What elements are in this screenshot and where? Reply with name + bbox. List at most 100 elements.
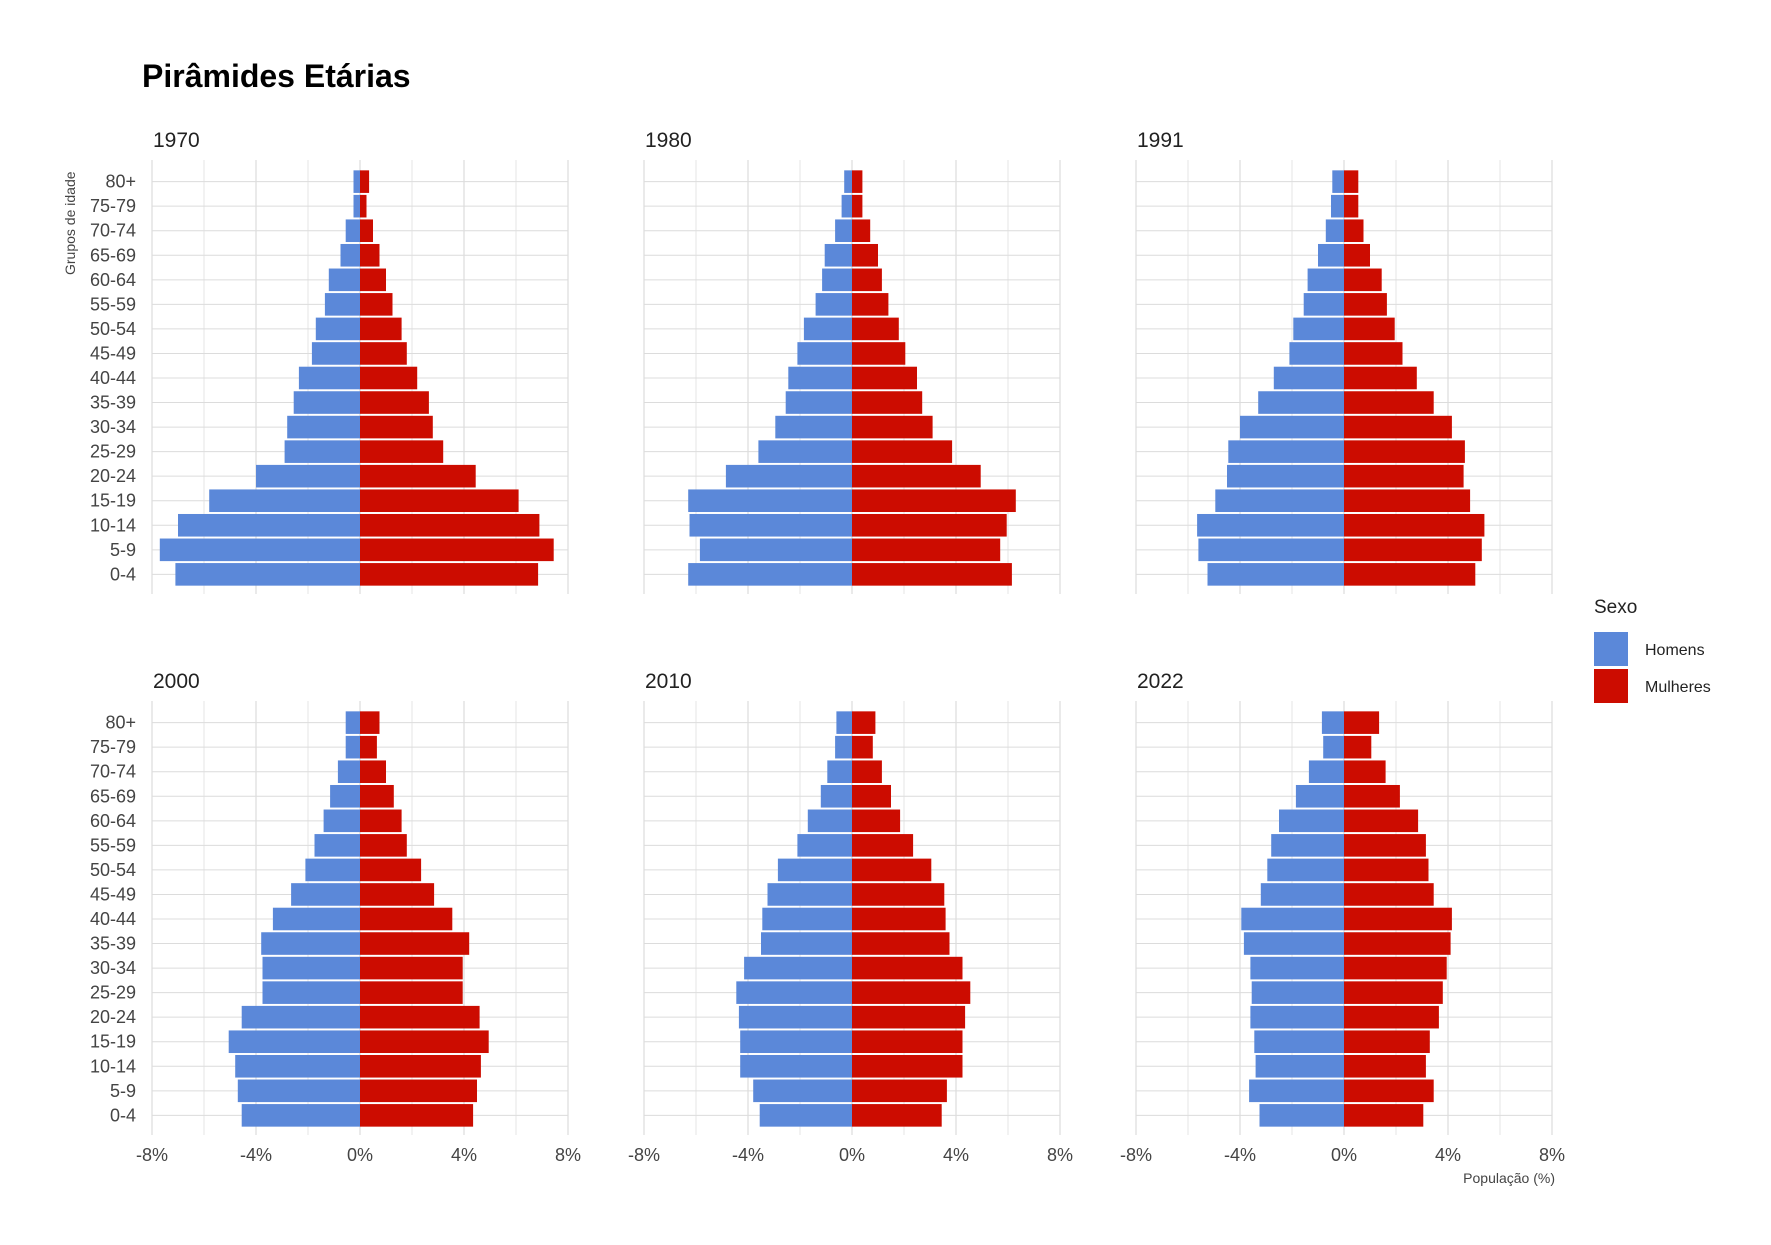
bar-homens-2022-35-39 <box>1243 932 1344 955</box>
bar-homens-1970-10-14 <box>178 513 360 537</box>
bar-homens-2022-15-19 <box>1254 1030 1344 1054</box>
bar-homens-1980-50-54 <box>803 317 852 341</box>
facet-title: 1980 <box>645 129 692 152</box>
bar-homens-2010-45-49 <box>767 883 852 906</box>
x-tick-label: 4% <box>451 1145 477 1165</box>
bar-homens-1970-5-9 <box>159 538 360 562</box>
bar-homens-1970-50-54 <box>315 317 360 341</box>
bar-homens-2000-65-69 <box>330 784 360 808</box>
bar-homens-2000-70-74 <box>337 760 360 784</box>
bar-mulheres-2022-55-59 <box>1344 834 1426 857</box>
y-tick-label: 10-14 <box>90 1056 136 1076</box>
y-tick-label: 80+ <box>105 713 136 733</box>
bar-homens-1980-10-14 <box>689 513 852 537</box>
bar-mulheres-1970-80+ <box>360 170 370 193</box>
bar-mulheres-1980-25-29 <box>852 440 953 463</box>
bar-homens-2000-80+ <box>345 711 360 734</box>
bar-mulheres-2022-20-24 <box>1344 1005 1439 1029</box>
bar-homens-2000-60-64 <box>323 809 360 833</box>
bar-homens-2010-50-54 <box>777 858 852 882</box>
bar-mulheres-2000-50-54 <box>360 858 422 882</box>
bar-mulheres-2022-45-49 <box>1344 883 1434 906</box>
bar-mulheres-2010-35-39 <box>852 932 950 955</box>
y-tick-label: 75-79 <box>90 196 136 216</box>
bar-mulheres-1970-20-24 <box>360 464 476 488</box>
bar-mulheres-2000-75-79 <box>360 735 377 759</box>
x-tick-label: 0% <box>1331 1145 1357 1165</box>
facet-title: 1970 <box>153 129 200 152</box>
bar-mulheres-2022-75-79 <box>1344 735 1372 759</box>
x-tick-label: 8% <box>1047 1145 1073 1165</box>
bar-homens-2022-45-49 <box>1260 883 1344 906</box>
bar-mulheres-2000-5-9 <box>360 1079 477 1103</box>
bar-mulheres-1980-80+ <box>852 170 863 193</box>
y-tick-label: 20-24 <box>90 1007 136 1027</box>
y-tick-label: 50-54 <box>90 319 136 339</box>
bar-mulheres-2022-10-14 <box>1344 1054 1426 1078</box>
y-tick-label: 65-69 <box>90 245 136 265</box>
bar-mulheres-1970-60-64 <box>360 268 386 292</box>
bar-homens-2022-30-34 <box>1250 956 1344 980</box>
bar-homens-2022-75-79 <box>1323 735 1344 759</box>
bar-homens-1980-25-29 <box>758 440 852 463</box>
bar-mulheres-1970-65-69 <box>360 243 380 267</box>
y-tick-label: 60-64 <box>90 270 136 290</box>
bar-mulheres-1980-35-39 <box>852 391 923 414</box>
bar-homens-2000-55-59 <box>314 834 360 857</box>
bar-mulheres-1970-50-54 <box>360 317 402 341</box>
bar-homens-2010-35-39 <box>761 932 852 955</box>
bar-mulheres-2010-40-44 <box>852 907 946 931</box>
bar-homens-2010-20-24 <box>738 1005 852 1029</box>
bar-homens-1980-80+ <box>844 170 852 193</box>
x-tick-label: -4% <box>240 1145 272 1165</box>
bar-mulheres-2000-0-4 <box>360 1104 474 1127</box>
y-tick-label: 25-29 <box>90 442 136 462</box>
bar-mulheres-2022-65-69 <box>1344 784 1400 808</box>
facet-title: 2022 <box>1137 670 1184 693</box>
y-tick-label: 40-44 <box>90 909 136 929</box>
facet-panels: 1970 0-4 5-9 10-14 15-19 20-24 25-29 30-34 35-39… <box>90 129 1565 1165</box>
x-tick-label: -8% <box>628 1145 660 1165</box>
y-tick-label: 30-34 <box>90 958 136 978</box>
y-tick-label: 15-19 <box>90 491 136 511</box>
bar-homens-1980-20-24 <box>725 464 852 488</box>
bar-mulheres-2000-55-59 <box>360 834 407 857</box>
bar-mulheres-2022-30-34 <box>1344 956 1447 980</box>
bar-homens-2010-5-9 <box>753 1079 852 1103</box>
y-tick-label: 20-24 <box>90 466 136 486</box>
bar-homens-2010-30-34 <box>744 956 852 980</box>
bar-homens-2022-5-9 <box>1249 1079 1344 1103</box>
x-axis-label: População (%) <box>1463 1170 1555 1186</box>
bar-homens-2010-40-44 <box>762 907 852 931</box>
legend-label-homens: Homens <box>1645 642 1705 659</box>
y-tick-label: 70-74 <box>90 762 136 782</box>
bar-mulheres-2010-5-9 <box>852 1079 947 1103</box>
bar-homens-1991-35-39 <box>1258 391 1344 414</box>
bar-homens-1991-40-44 <box>1273 366 1344 390</box>
y-tick-label: 25-29 <box>90 983 136 1003</box>
bar-mulheres-2000-65-69 <box>360 784 394 808</box>
bar-homens-2022-40-44 <box>1241 907 1344 931</box>
bar-mulheres-1991-55-59 <box>1344 293 1387 316</box>
panel-2022: 2022 -8% -4% 0% 4% 8% <box>1120 670 1565 1165</box>
bar-mulheres-1980-50-54 <box>852 317 899 341</box>
bar-homens-1980-15-19 <box>688 489 852 513</box>
bar-homens-1980-5-9 <box>699 538 852 562</box>
y-tick-label: 55-59 <box>90 294 136 314</box>
bar-homens-2000-30-34 <box>262 956 360 980</box>
bar-homens-2010-70-74 <box>827 760 852 784</box>
x-tick-label: 8% <box>1539 1145 1565 1165</box>
bar-mulheres-1980-5-9 <box>852 538 1001 562</box>
bar-mulheres-1991-5-9 <box>1344 538 1482 562</box>
bar-homens-2010-80+ <box>836 711 852 734</box>
bar-homens-1991-25-29 <box>1228 440 1344 463</box>
bar-mulheres-1970-35-39 <box>360 391 429 414</box>
bar-mulheres-2010-65-69 <box>852 784 891 808</box>
bar-mulheres-2010-30-34 <box>852 956 963 980</box>
y-tick-label: 10-14 <box>90 515 136 535</box>
bar-homens-1980-70-74 <box>835 219 852 243</box>
bar-mulheres-2010-80+ <box>852 711 876 734</box>
bar-homens-2022-80+ <box>1321 711 1344 734</box>
bar-homens-2000-40-44 <box>272 907 360 931</box>
